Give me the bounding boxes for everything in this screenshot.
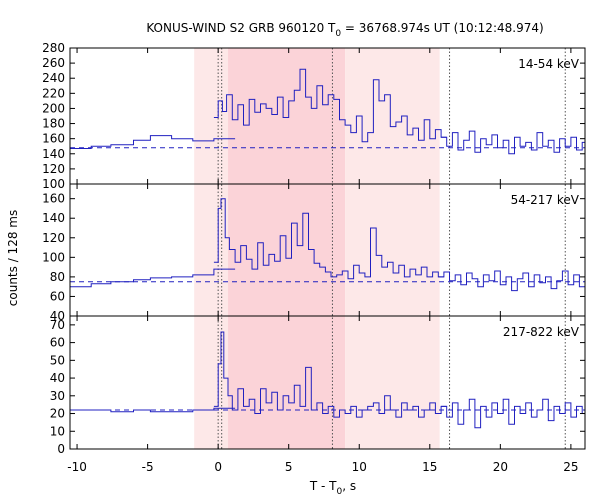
y-tick-label: 10 xyxy=(50,424,65,438)
shaded-interval-2 xyxy=(345,48,440,449)
chart-title: KONUS-WIND S2 GRB 960120 T0 = 36768.974s… xyxy=(146,21,543,39)
panel-energy-label: 14-54 keV xyxy=(518,57,580,71)
y-tick-label: 30 xyxy=(50,389,65,403)
y-tick-label: 160 xyxy=(42,192,65,206)
y-tick-label: 80 xyxy=(50,270,65,284)
y-tick-label: 50 xyxy=(50,353,65,367)
shaded-interval-1 xyxy=(228,48,346,449)
shaded-interval-0 xyxy=(194,48,229,449)
x-axis-label-prefix: T - T xyxy=(309,479,337,493)
chart-title-subscript: 0 xyxy=(335,29,341,39)
y-tick-label: 70 xyxy=(50,318,65,332)
panel-2: 0 10 20 30 40 50 60 70 217-822 keV xyxy=(50,315,586,456)
series-segment-0 xyxy=(70,135,236,149)
series-segment-0 xyxy=(70,268,236,288)
panel-energy-label: 217-822 keV xyxy=(503,325,580,339)
y-tick-label: 160 xyxy=(42,132,65,146)
panel-energy-label: 54-217 keV xyxy=(511,193,580,207)
y-tick-label: 180 xyxy=(42,117,65,131)
series-segment-1 xyxy=(213,331,447,418)
y-axis-label: counts / 128 ms xyxy=(6,210,20,306)
y-tick-label: 280 xyxy=(42,41,65,55)
y-tick-label: 120 xyxy=(42,162,65,176)
panel-frame xyxy=(69,315,586,450)
shaded-intervals xyxy=(194,48,440,449)
x-tick-label: 10 xyxy=(352,460,367,474)
x-axis-label-subscript: 0 xyxy=(337,487,343,497)
x-tick-label: 25 xyxy=(563,460,578,474)
chart-title-suffix: = 36768.974s UT (10:12:48.974) xyxy=(341,21,544,35)
series-segment-1 xyxy=(213,68,447,143)
series-segment-2 xyxy=(441,130,585,155)
x-tick-label: 5 xyxy=(285,460,293,474)
x-tick-label: 20 xyxy=(493,460,508,474)
y-tick-label: 240 xyxy=(42,71,65,85)
y-tick-label: 60 xyxy=(50,336,65,350)
y-tick-label: 220 xyxy=(42,86,65,100)
x-tick-label: -5 xyxy=(142,460,154,474)
series-segment-1 xyxy=(213,198,444,280)
x-axis-label-suffix: , s xyxy=(342,479,356,493)
x-axis-label: T - T0, s xyxy=(309,479,356,497)
y-tick-label: 40 xyxy=(50,371,65,385)
y-tick-label: 60 xyxy=(50,289,65,303)
y-tick-label: 200 xyxy=(42,101,65,115)
y-tick-label: 40 xyxy=(50,309,65,323)
y-tick-label: 260 xyxy=(42,56,65,70)
panel-1: 40 60 80 100 120 140 160 54-217 keV xyxy=(42,183,586,323)
y-tick-label: 120 xyxy=(42,231,65,245)
y-tick-label: 0 xyxy=(57,442,65,456)
chart-title-prefix: KONUS-WIND S2 GRB 960120 T xyxy=(146,21,336,35)
x-tick-label: -10 xyxy=(67,460,87,474)
series-segment-2 xyxy=(438,270,586,292)
y-tick-label: 100 xyxy=(42,177,65,191)
y-tick-label: 140 xyxy=(42,147,65,161)
series-segment-2 xyxy=(441,398,585,429)
y-tick-label: 100 xyxy=(42,250,65,264)
x-tick-label: 15 xyxy=(422,460,437,474)
series-segment-0 xyxy=(70,407,236,413)
y-tick-label: 20 xyxy=(50,407,65,421)
x-tick-label: 0 xyxy=(214,460,222,474)
x-tick-labels: -10 -5 0 5 10 15 20 25 xyxy=(67,460,578,474)
y-tick-label: 140 xyxy=(42,211,65,225)
